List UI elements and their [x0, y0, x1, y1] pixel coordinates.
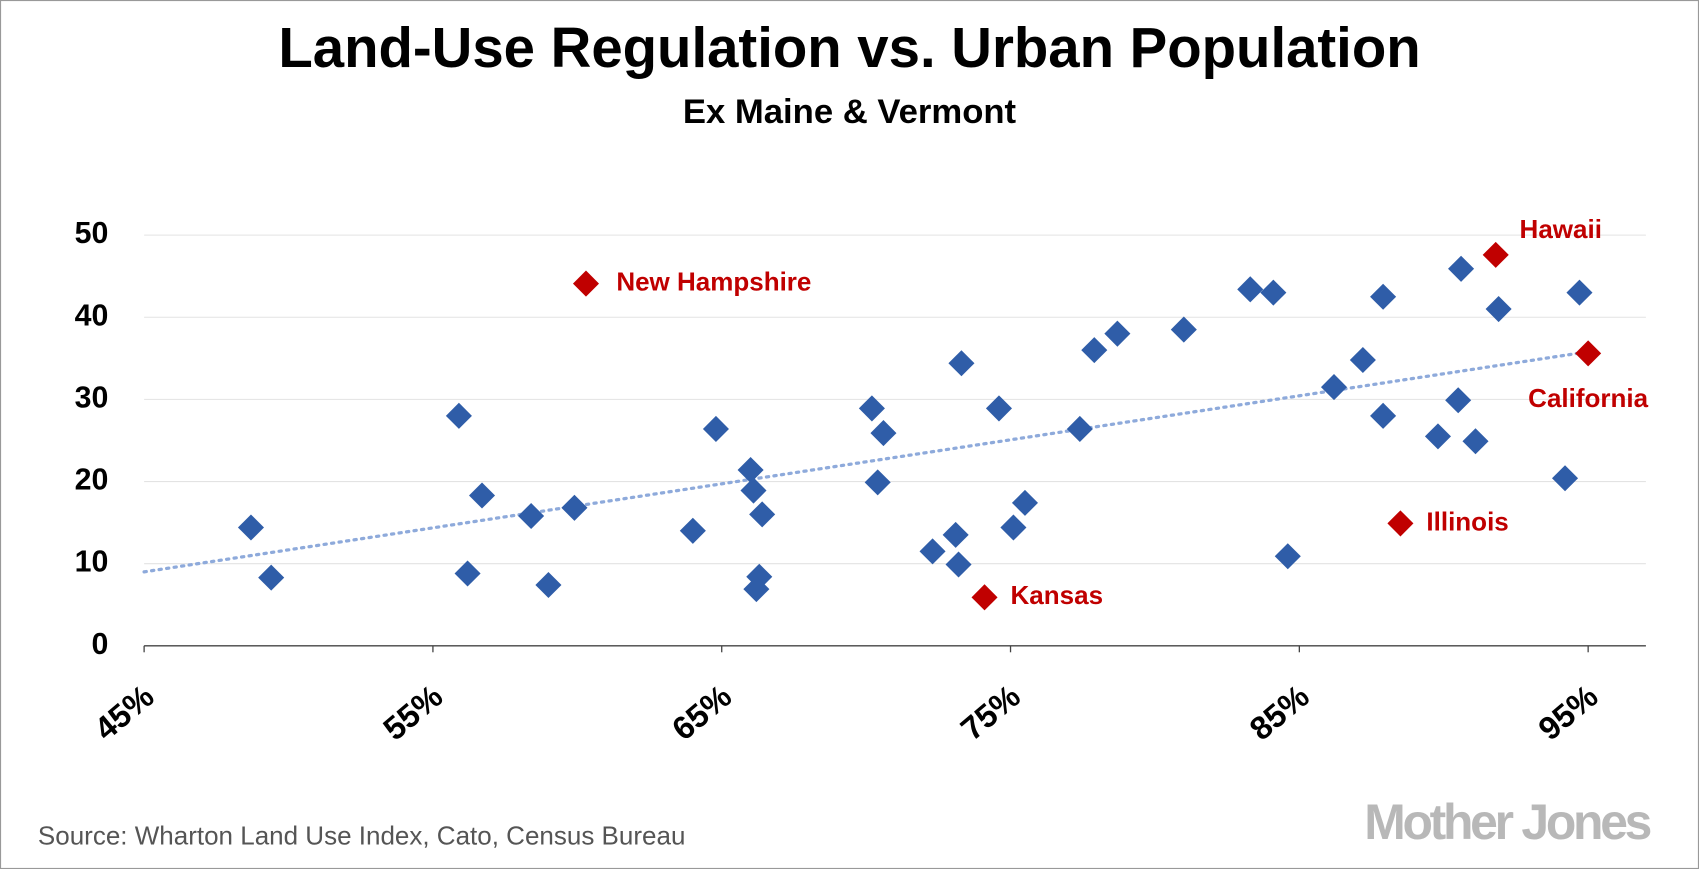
point [1552, 465, 1579, 492]
point [679, 517, 706, 544]
trendline [142, 350, 1590, 574]
point [258, 564, 285, 591]
point [1170, 316, 1197, 343]
point [1485, 296, 1512, 323]
point-label: New Hampshire [616, 266, 811, 296]
point [948, 350, 975, 377]
point [945, 551, 972, 578]
point [1370, 283, 1397, 310]
point [870, 420, 897, 447]
point [1349, 346, 1376, 373]
y-tick-label: 40 [75, 299, 109, 332]
point [1566, 279, 1593, 306]
y-tick-label: 50 [75, 217, 109, 250]
chart-subtitle: Ex Maine & Vermont [683, 93, 1017, 131]
y-tick-label: 0 [91, 628, 108, 661]
chart-title: Land-Use Regulation vs. Urban Population [278, 16, 1420, 79]
point [1370, 402, 1397, 429]
point-label: California [1528, 383, 1648, 413]
y-tick-label: 30 [75, 381, 109, 414]
point-label: Illinois [1426, 506, 1508, 536]
point [1260, 279, 1287, 306]
point [1237, 276, 1264, 303]
point [1320, 374, 1348, 401]
point-label: Kansas [1011, 580, 1104, 610]
logo: Mother Jones [1364, 794, 1650, 850]
y-tick-label: 10 [75, 546, 109, 579]
point [1424, 423, 1451, 450]
point [1445, 387, 1472, 414]
point [1448, 255, 1475, 282]
point [468, 482, 496, 509]
highlight-point [572, 270, 600, 297]
point [1104, 320, 1131, 347]
highlight-point [1387, 510, 1414, 537]
point-label: Hawaii [1520, 214, 1602, 244]
point [237, 514, 264, 541]
y-tick-label: 20 [75, 464, 109, 497]
point [445, 402, 472, 429]
highlight-point [1482, 241, 1509, 268]
source: Source: Wharton Land Use Index, Cato, Ce… [38, 820, 685, 850]
